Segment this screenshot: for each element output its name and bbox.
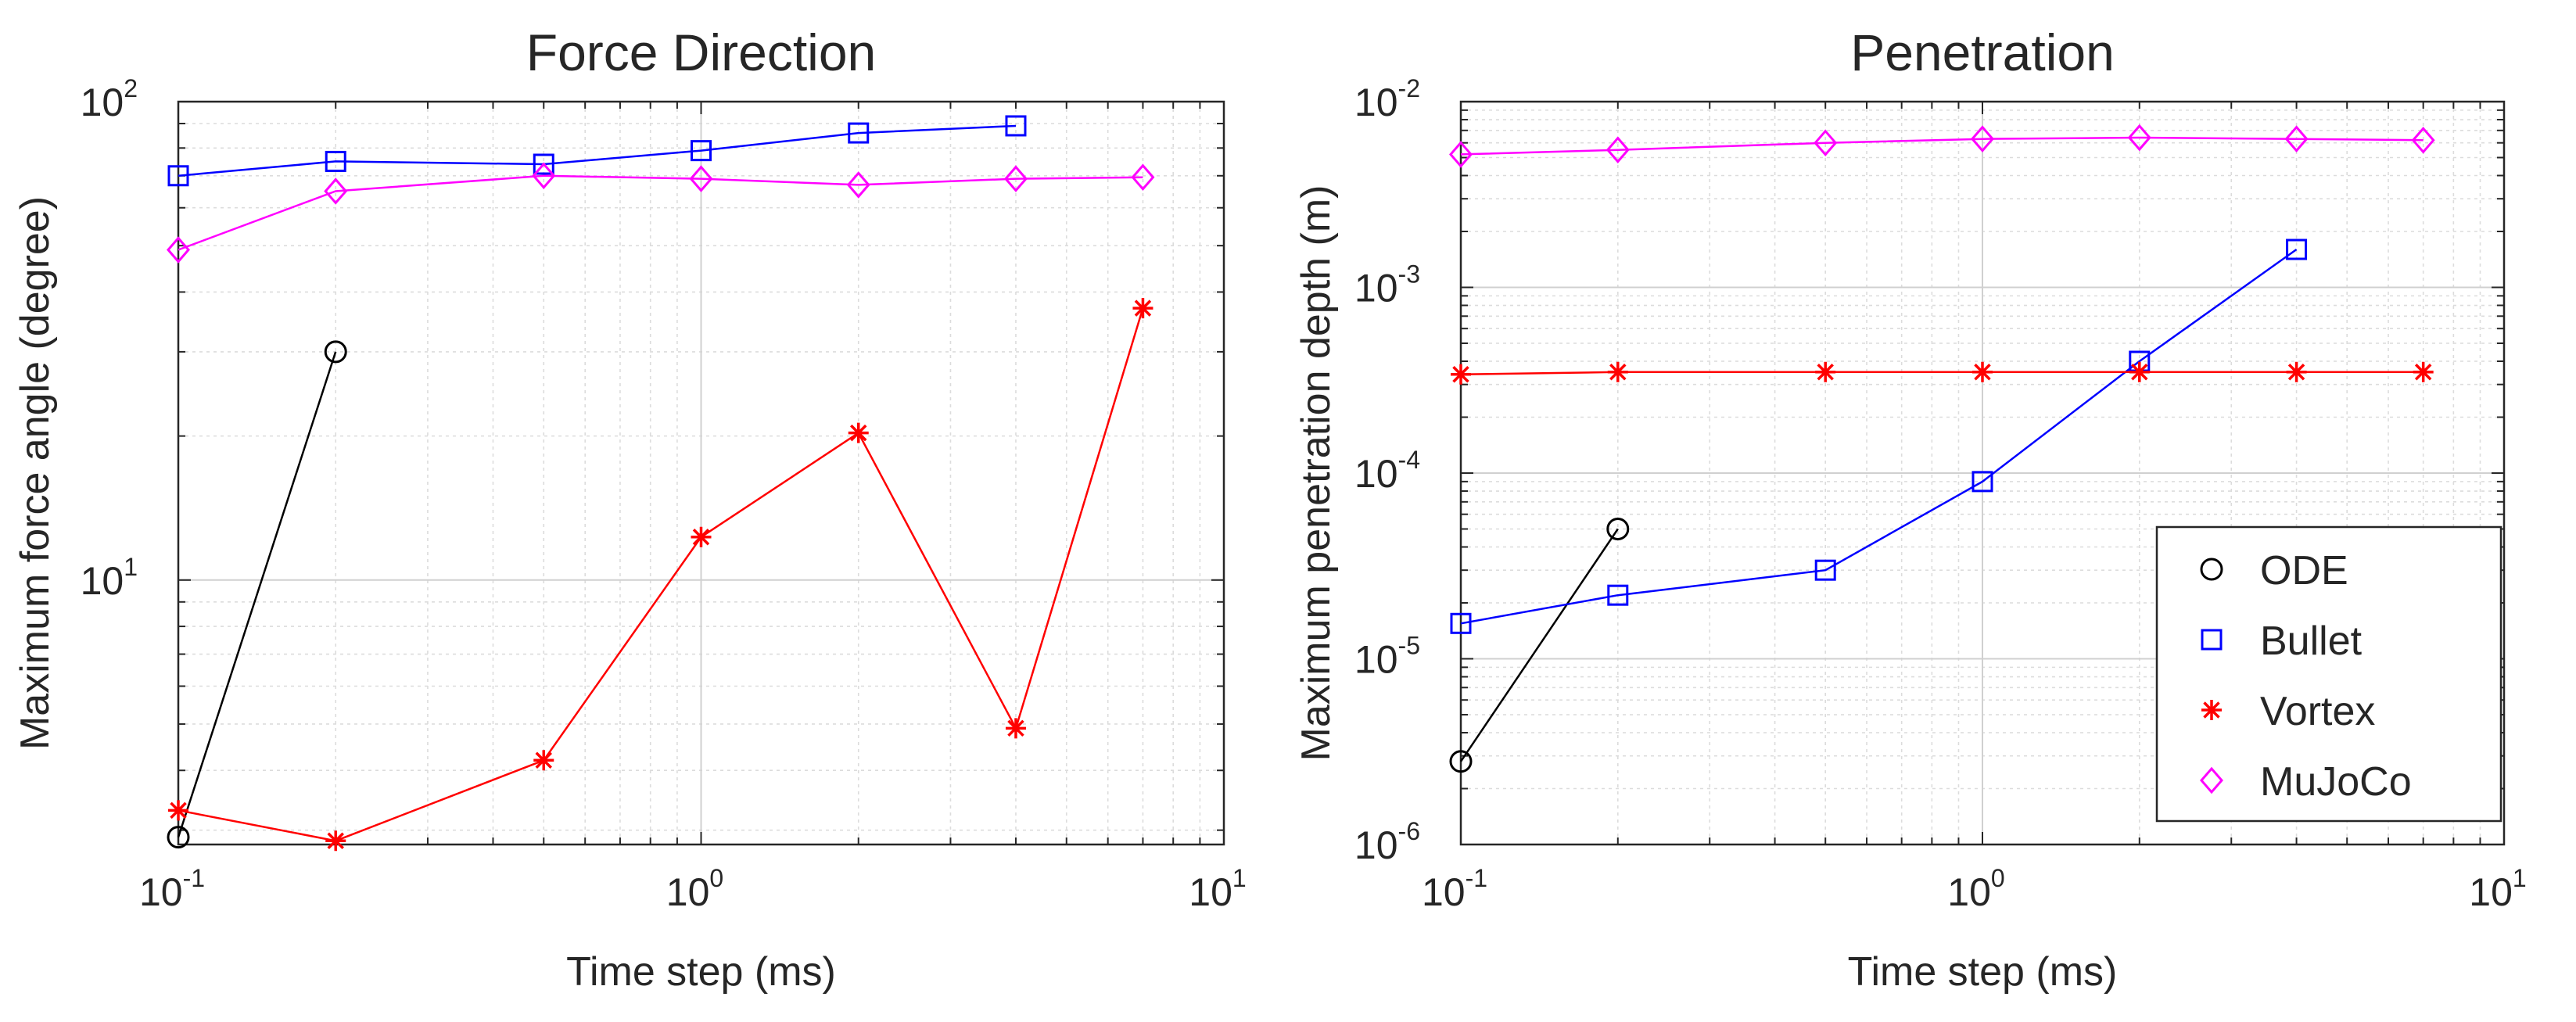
series-ode-point bbox=[1449, 750, 1473, 773]
series-bullet-point bbox=[848, 122, 870, 144]
y-tick-label: 102 bbox=[81, 74, 138, 124]
series-vortex-point bbox=[2129, 361, 2150, 382]
x-tick-label: 100 bbox=[666, 864, 723, 914]
series-mujoco-line bbox=[1460, 136, 2424, 156]
series-vortex-point bbox=[1451, 364, 1471, 385]
series-mujoco-point bbox=[1003, 165, 1028, 192]
series-vortex-point bbox=[533, 750, 554, 771]
x-axis-label: Time step (ms) bbox=[1848, 949, 2118, 995]
legend-label: MuJoCo bbox=[2260, 759, 2412, 805]
series-bullet-point bbox=[325, 150, 346, 172]
chart-title: Penetration bbox=[1850, 23, 2115, 81]
legend-label: ODE bbox=[2260, 548, 2348, 593]
series-mujoco-line bbox=[178, 174, 1143, 251]
series-bullet-point bbox=[1814, 559, 1836, 581]
y-tick-label: 10-6 bbox=[1354, 817, 1420, 867]
x-tick-label: 101 bbox=[1189, 864, 1246, 914]
series-vortex bbox=[168, 298, 1153, 852]
legend-item-vortex: Vortex bbox=[2201, 689, 2375, 734]
series-ode bbox=[167, 340, 347, 849]
series-ode-line bbox=[177, 351, 337, 838]
series-mujoco-point bbox=[1814, 129, 1838, 156]
y-tick-label: 10-4 bbox=[1354, 446, 1420, 496]
y-tick-label: 10-2 bbox=[1354, 74, 1420, 124]
series-vortex-point bbox=[2286, 361, 2307, 382]
y-tick-label: 101 bbox=[81, 553, 138, 603]
legend-item-bullet: Bullet bbox=[2201, 619, 2363, 664]
x-tick-label: 10-1 bbox=[139, 864, 205, 914]
series-bullet-point bbox=[691, 140, 712, 162]
series-bullet-point bbox=[1005, 115, 1027, 137]
series-bullet bbox=[1450, 238, 2308, 634]
x-tick-label: 100 bbox=[1947, 864, 2004, 914]
x-tick-label: 10-1 bbox=[1422, 864, 1487, 914]
series-bullet-line bbox=[178, 124, 1017, 178]
series-bullet-point bbox=[1607, 584, 1629, 606]
legend-label: Bullet bbox=[2260, 619, 2363, 664]
series-ode bbox=[1449, 517, 1630, 773]
series-bullet-point bbox=[167, 165, 189, 187]
series-mujoco-point bbox=[689, 165, 713, 192]
series-vortex-point bbox=[168, 800, 188, 821]
series-mujoco-point bbox=[532, 162, 556, 190]
legend-label: Vortex bbox=[2260, 689, 2375, 734]
series-mujoco-point bbox=[1606, 136, 1630, 163]
series-bullet-line bbox=[1460, 248, 2298, 625]
y-tick-label: 10-5 bbox=[1354, 632, 1420, 682]
series-vortex-point bbox=[1972, 361, 1993, 382]
series-bullet-point bbox=[1450, 612, 1472, 634]
series-mujoco-point bbox=[324, 178, 348, 205]
series-mujoco-point bbox=[2411, 127, 2435, 154]
legend-marker bbox=[2201, 629, 2223, 651]
chart-force-direction: 10-1 100 101 101 102 Force Direction Time step… bbox=[13, 23, 1247, 995]
series-ode-point bbox=[324, 340, 347, 364]
series-ode-point bbox=[167, 826, 190, 849]
legend-marker bbox=[2200, 766, 2223, 794]
series-vortex-point bbox=[1132, 298, 1153, 319]
legend: ODE Bullet Vortex MuJoCo bbox=[2155, 525, 2502, 823]
y-axis-label: Maximum penetration depth (m) bbox=[1293, 185, 1339, 762]
series-vortex-point bbox=[1607, 361, 1628, 382]
series-vortex-point bbox=[691, 526, 712, 547]
axis-ticks bbox=[1460, 101, 2505, 845]
series-mujoco-point bbox=[1449, 141, 1473, 168]
series-mujoco-point bbox=[1131, 163, 1155, 191]
series-bullet-point bbox=[2286, 238, 2308, 260]
chart-penetration: 10-1 100 101 10-6 10-5 10-4 10-3 10-2 Penetratio… bbox=[1293, 23, 2527, 995]
axis-ticks bbox=[178, 101, 1225, 844]
series-mujoco bbox=[1449, 124, 2435, 168]
chart-title: Force Direction bbox=[526, 23, 876, 81]
legend-item-ode: ODE bbox=[2200, 548, 2348, 593]
legend-marker bbox=[2200, 558, 2223, 581]
series-mujoco-point bbox=[2284, 125, 2309, 152]
series-bullet-point bbox=[1971, 471, 1993, 493]
series-mujoco-point bbox=[846, 171, 870, 199]
series-bullet-point bbox=[533, 153, 554, 175]
y-tick-label: 10-3 bbox=[1354, 260, 1420, 310]
legend-item-mujoco: MuJoCo bbox=[2200, 759, 2412, 805]
series-vortex-point bbox=[848, 422, 869, 443]
x-axis-label: Time step (ms) bbox=[566, 949, 836, 995]
series-mujoco bbox=[167, 162, 1155, 264]
series-vortex-point bbox=[1005, 718, 1026, 739]
series-mujoco-point bbox=[1971, 125, 1994, 152]
y-axis-label: Maximum force angle (degree) bbox=[13, 196, 58, 750]
series-vortex-point bbox=[1815, 361, 1836, 382]
series-vortex-point bbox=[2413, 361, 2434, 382]
series-vortex-point bbox=[325, 830, 346, 852]
series-ode-line bbox=[1459, 528, 1619, 762]
series-ode-point bbox=[1606, 517, 1630, 540]
series-vortex bbox=[1451, 361, 2434, 385]
legend-marker bbox=[2201, 700, 2222, 720]
series-bullet bbox=[167, 115, 1027, 187]
series-mujoco-point bbox=[167, 236, 190, 264]
x-tick-label: 101 bbox=[2469, 864, 2526, 914]
series-mujoco-point bbox=[2127, 124, 2151, 152]
